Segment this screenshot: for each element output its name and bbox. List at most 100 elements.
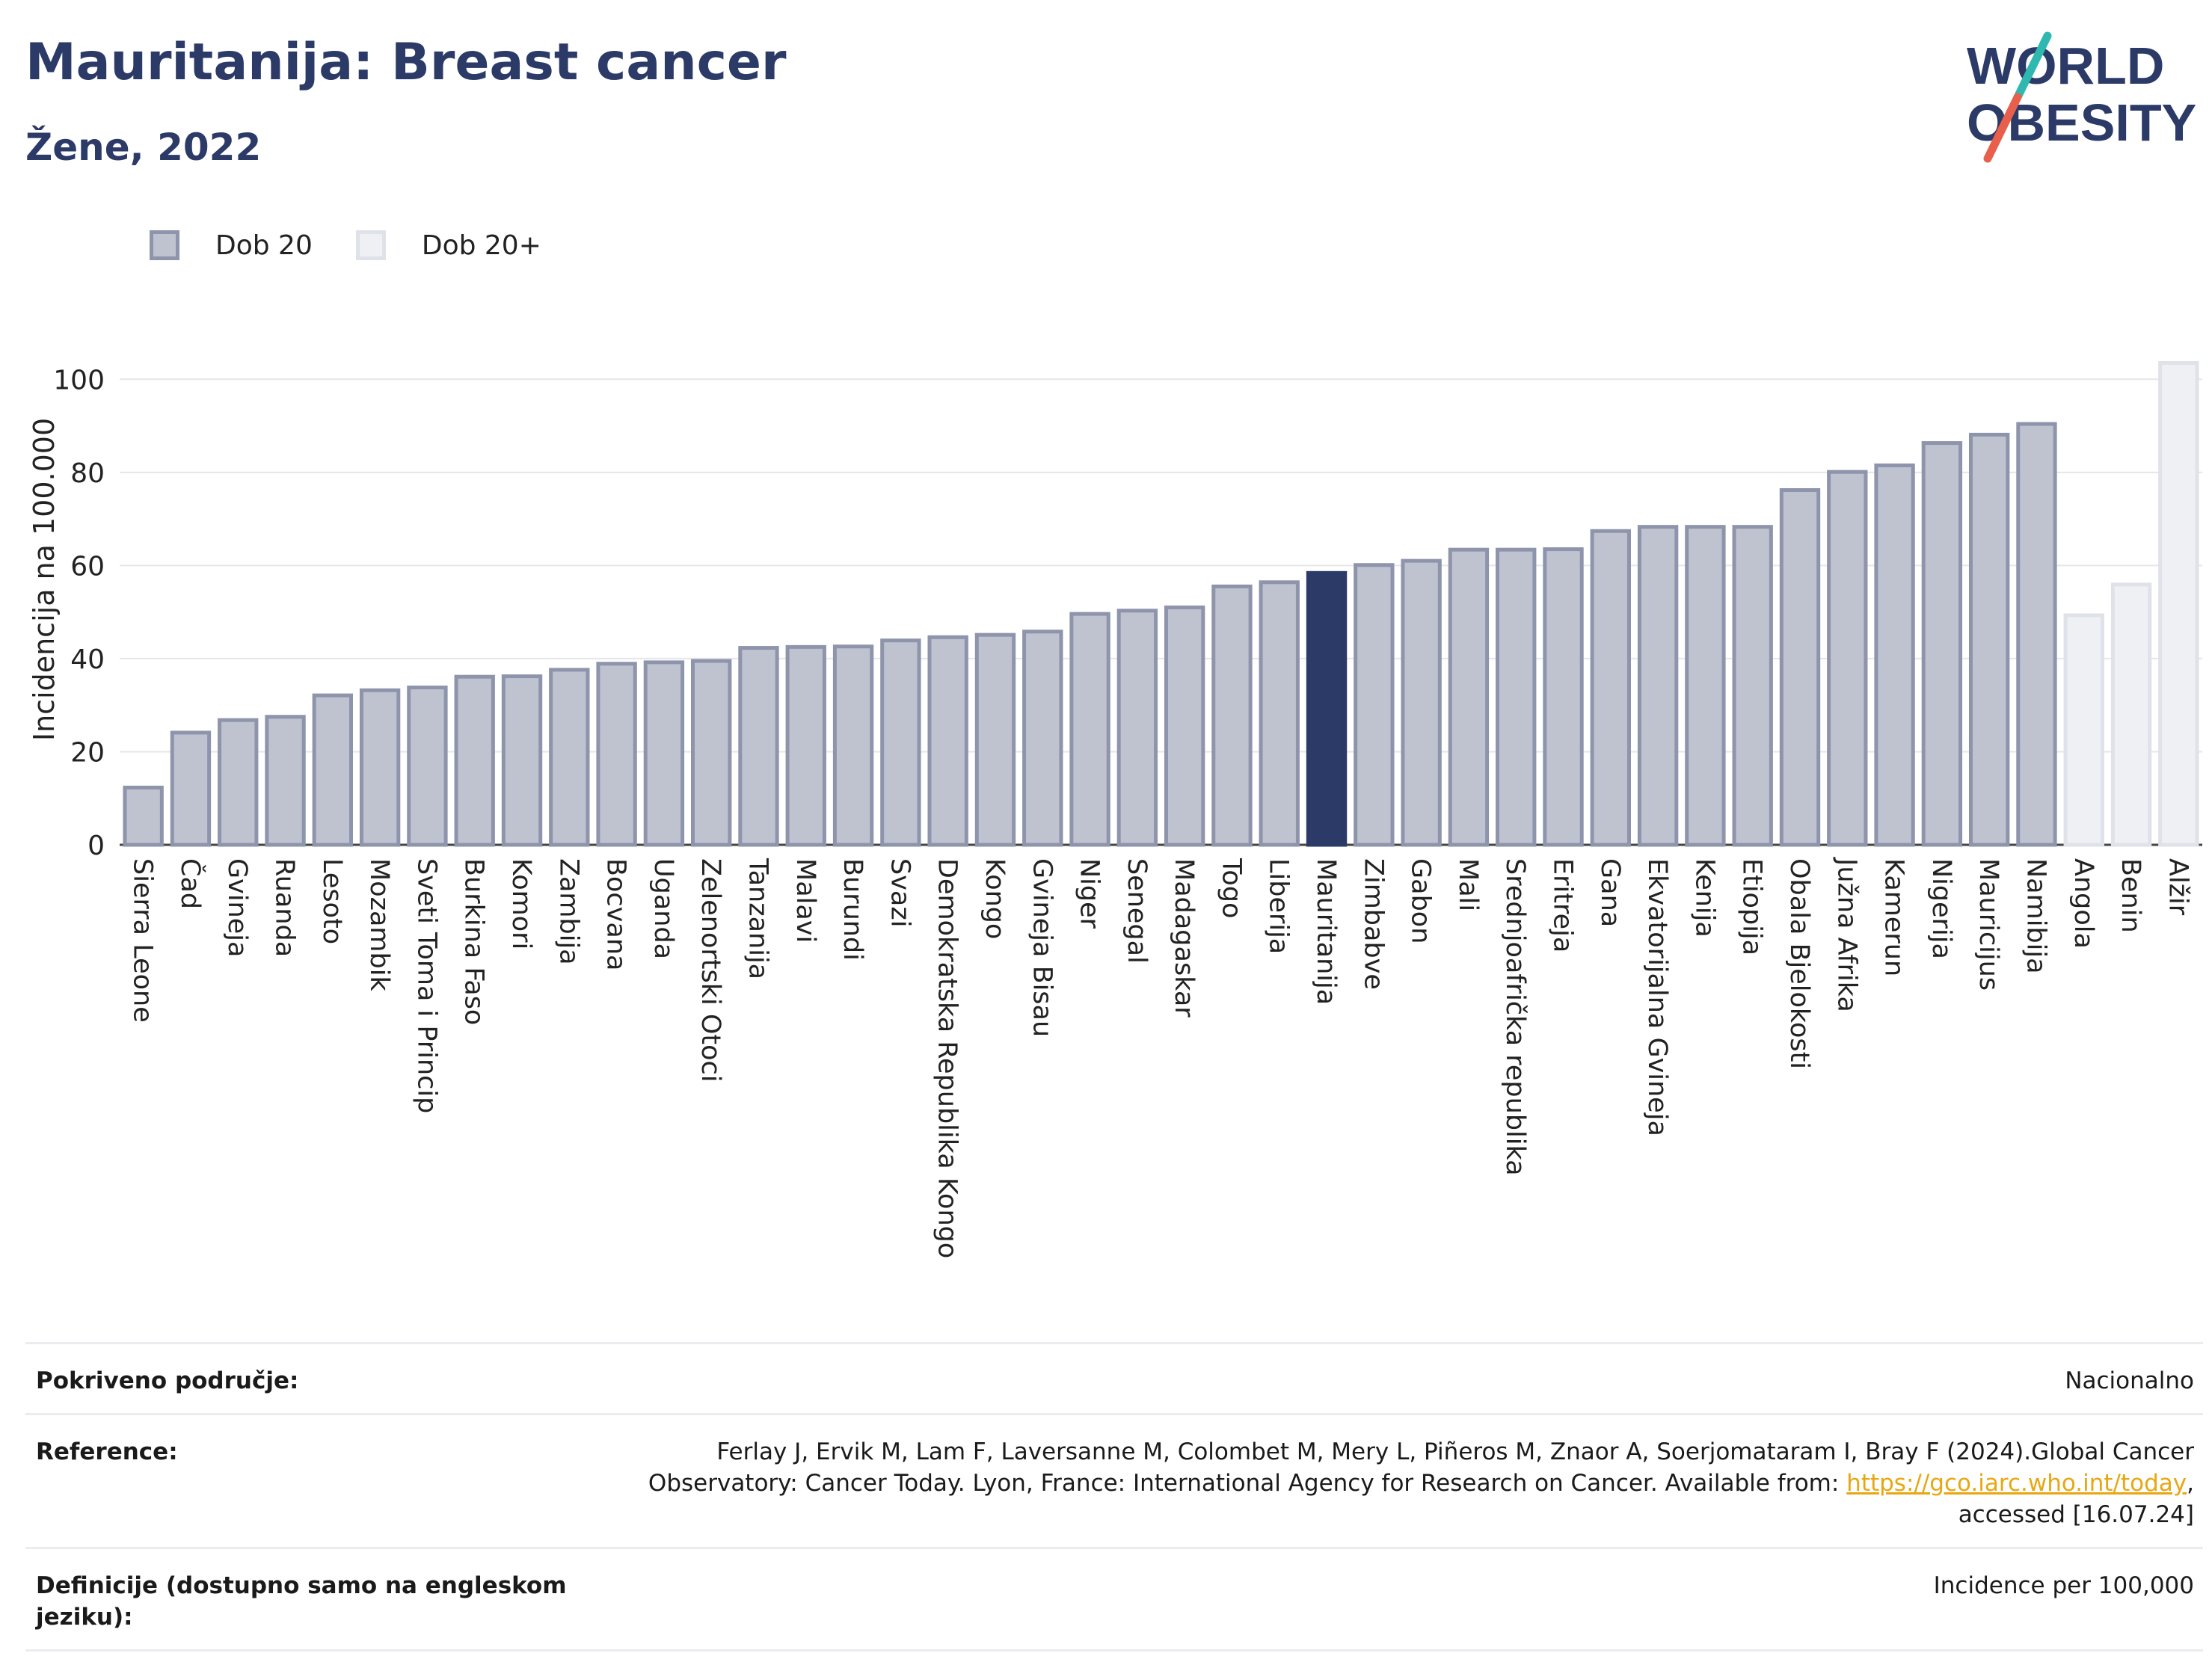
x-tick-label: Kenija: [1689, 858, 1719, 938]
x-tick-label: Togo: [1216, 858, 1246, 918]
bar-eritreja[interactable]: [1543, 547, 1584, 847]
bar-sierra-leone[interactable]: [123, 785, 164, 847]
page-subtitle: Žene, 2022: [25, 126, 262, 169]
y-tick-label: 40: [70, 644, 105, 675]
bar-madagaskar[interactable]: [1164, 605, 1205, 847]
footer-value-definitions: Incidence per 100,000: [1933, 1572, 2194, 1599]
x-tick-label: Angola: [2068, 858, 2098, 949]
bar-kongo[interactable]: [974, 632, 1016, 847]
bar-chart: 0 20 40 60 80 100 Sierra Leone Čad Gvineja Ruanda…: [28, 360, 2202, 1258]
bar-mozambik[interactable]: [359, 688, 401, 847]
y-tick-label: 20: [70, 737, 105, 768]
bar-srednjoafrička-republika[interactable]: [1496, 547, 1537, 847]
footer-row-coverage: Pokriveno područje: Nacionalno: [25, 1342, 2203, 1413]
bar-togo[interactable]: [1211, 584, 1253, 847]
bar-mauritanija[interactable]: [1306, 570, 1348, 847]
footer-table: Pokriveno područje: Nacionalno Reference…: [25, 1342, 2203, 1652]
y-tick-label: 80: [70, 458, 105, 489]
bar-mali[interactable]: [1448, 547, 1490, 847]
legend-item-dob20plus[interactable]: Dob 20+: [355, 230, 541, 261]
x-tick-label: Uganda: [648, 858, 678, 959]
bar-bocvana[interactable]: [596, 662, 637, 847]
bar-ruanda[interactable]: [265, 715, 306, 847]
x-tick-label: Sierra Leone: [128, 858, 158, 1023]
x-tick-label: Benin: [2116, 858, 2145, 933]
x-tick-label: Komori: [506, 858, 536, 949]
x-tick-label: Burkina Faso: [459, 858, 489, 1025]
bar-angola[interactable]: [2063, 613, 2104, 847]
bar-čad[interactable]: [170, 730, 212, 847]
bar-niger[interactable]: [1069, 612, 1110, 847]
bar-mauricijus[interactable]: [1968, 432, 2010, 847]
bar-etiopija[interactable]: [1732, 525, 1773, 847]
x-tick-label: Sveti Toma i Princip: [411, 858, 441, 1113]
bar-ekvatorijalna-gvineja[interactable]: [1637, 525, 1679, 847]
x-tick-label: Gvineja Bisau: [1027, 858, 1057, 1037]
x-tick-label: Zelenortski Otoci: [695, 858, 725, 1082]
reference-text: Ferlay J, Ervik M, Lam F, Laversanne M, …: [648, 1438, 2194, 1497]
footer-label-reference: Reference:: [36, 1438, 178, 1465]
x-tick-label: Kamerun: [1879, 858, 1909, 976]
x-tick-label: Mali: [1453, 858, 1483, 911]
x-tick-label: Zambija: [553, 858, 583, 965]
bar-demokratska-republika-kongo[interactable]: [927, 635, 968, 847]
x-tick-label: Burundi: [838, 858, 867, 961]
bar-gvineja[interactable]: [218, 718, 259, 847]
bar-senegal[interactable]: [1116, 609, 1158, 847]
x-tick-label: Gabon: [1406, 858, 1436, 944]
x-tick-label: Mozambik: [364, 858, 394, 991]
world-obesity-logo: WORLD OBESITY: [1967, 31, 2196, 163]
bar-benin[interactable]: [2110, 582, 2152, 847]
x-tick-label: Svazi: [885, 858, 915, 927]
x-tick-label: Etiopija: [1737, 858, 1767, 955]
x-tick-label: Liberija: [1264, 858, 1294, 954]
y-tick-label: 100: [53, 365, 105, 395]
bar-namibija[interactable]: [2016, 422, 2057, 847]
bar-obala-bjelokosti[interactable]: [1779, 487, 1821, 847]
x-tick-label: Eritreja: [1548, 858, 1578, 952]
logo-line1: WORLD: [1967, 37, 2164, 95]
bar-tanzanija[interactable]: [738, 646, 779, 847]
x-tick-label: Demokratska Republika Kongo: [933, 858, 962, 1258]
bar-nigerija[interactable]: [1921, 441, 1963, 847]
logo-accent-teal: [2013, 31, 2052, 102]
x-tick-label: Gvineja: [222, 858, 252, 957]
bar-gvineja-bisau[interactable]: [1022, 630, 1063, 847]
bar-kenija[interactable]: [1685, 525, 1726, 847]
bar-zambija[interactable]: [549, 668, 590, 847]
bar-gana[interactable]: [1590, 529, 1631, 847]
x-tick-label: Alžir: [2163, 858, 2193, 916]
bar-zimbabve[interactable]: [1354, 563, 1395, 847]
bar-malavi[interactable]: [785, 644, 826, 847]
footer-label-coverage: Pokriveno područje:: [36, 1367, 299, 1394]
x-tick-label: Južna Afrika: [1831, 857, 1861, 1012]
bar-lesoto[interactable]: [312, 693, 354, 847]
bar-južna-afrika[interactable]: [1827, 470, 1868, 847]
legend-swatch-dob20: [150, 230, 179, 260]
x-tick-label: Tanzanija: [743, 858, 772, 979]
bar-uganda[interactable]: [643, 660, 685, 847]
legend-swatch-dob20plus: [355, 230, 386, 260]
bar-burkina-faso[interactable]: [454, 674, 495, 847]
bar-kamerun[interactable]: [1874, 463, 1915, 847]
y-tick-label: 60: [70, 551, 105, 582]
legend-label-dob20plus: Dob 20+: [421, 230, 541, 261]
x-tick-label: Senegal: [1122, 858, 1152, 964]
bar-komori[interactable]: [501, 674, 543, 847]
bar-gabon[interactable]: [1401, 558, 1442, 847]
bar-zelenortski-otoci[interactable]: [691, 659, 732, 847]
bar-sveti-toma-i-princip[interactable]: [407, 686, 448, 847]
bar-svazi[interactable]: [880, 638, 921, 847]
bar-alžir[interactable]: [2158, 360, 2199, 847]
x-tick-label: Lesoto: [317, 858, 347, 944]
legend-item-dob20[interactable]: Dob 20: [150, 230, 313, 261]
bar-burundi[interactable]: [832, 644, 874, 847]
x-tick-label: Mauricijus: [1973, 858, 2003, 991]
reference-link[interactable]: https://gco.iarc.who.int/today: [1846, 1470, 2187, 1497]
x-tick-label: Namibija: [2021, 858, 2050, 974]
x-tick-label: Nigerija: [1926, 858, 1956, 959]
x-tick-label: Ekvatorijalna Gvineja: [1642, 858, 1672, 1136]
bar-liberija[interactable]: [1259, 580, 1300, 847]
x-tick-label: Srednjoafrička republika: [1500, 858, 1530, 1176]
x-tick-label: Kongo: [980, 858, 1010, 939]
